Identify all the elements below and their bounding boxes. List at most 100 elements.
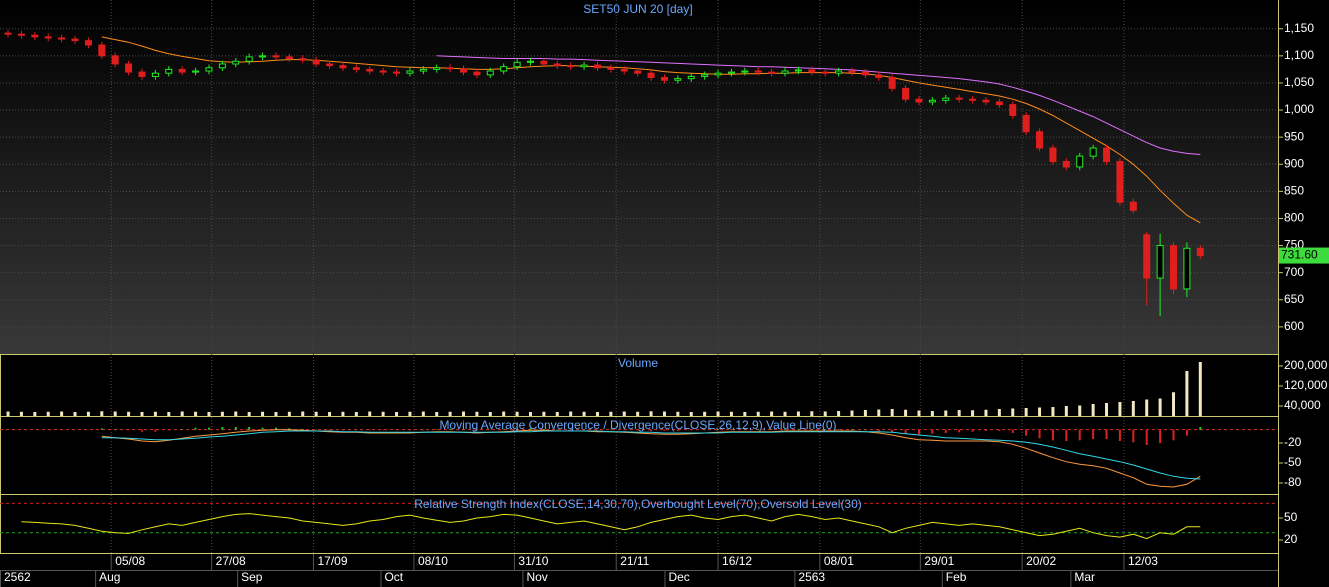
histogram-bar [154, 429, 157, 432]
volume-bar [100, 411, 104, 416]
candle-body [982, 99, 990, 103]
volume-bar [1105, 403, 1109, 416]
volume-bar [73, 412, 77, 416]
candle-body [433, 67, 441, 70]
volume-bar [46, 411, 50, 416]
histogram-bar [221, 427, 224, 430]
candle-body [1103, 147, 1111, 163]
candle-body [714, 72, 722, 76]
histogram-bar [1132, 429, 1135, 443]
panel-title: Moving Average Convergence / Divergence(… [439, 418, 836, 432]
histogram-bar [596, 429, 599, 431]
volume-bar [877, 409, 881, 416]
y-tick-label: 200,000 [1284, 358, 1328, 372]
volume-bar [127, 411, 131, 416]
histogram-bar [114, 429, 117, 431]
candle-body [111, 55, 119, 65]
x-tick-label: 29/01 [924, 554, 954, 568]
histogram-bar [757, 429, 760, 430]
volume-bar [904, 409, 908, 416]
period-label: Sep [241, 570, 263, 584]
candle-body [593, 64, 601, 69]
x-tick-label: 17/09 [317, 554, 347, 568]
candle-body [98, 44, 106, 57]
y-tick-label: 1,100 [1284, 48, 1314, 62]
period-label: Nov [526, 570, 547, 584]
y-tick-label: 850 [1284, 184, 1304, 198]
volume-bar [890, 409, 894, 416]
volume-bar [515, 411, 519, 416]
candle-body [727, 71, 735, 74]
candle-body [272, 55, 280, 58]
histogram-bar [958, 429, 961, 433]
candle-body [995, 101, 1003, 106]
candle-body [928, 99, 936, 103]
volume-bar [234, 411, 238, 416]
candle-body [460, 68, 468, 73]
volume-bar [609, 411, 613, 416]
candle-body [915, 98, 923, 103]
volume-bar [1198, 362, 1202, 416]
volume-bar [1024, 408, 1028, 416]
volume-bar [247, 412, 251, 416]
histogram-bar [1092, 429, 1095, 439]
volume-bar [1038, 407, 1042, 416]
histogram-bar [1185, 429, 1188, 436]
candle-body [379, 70, 387, 73]
histogram-bar [368, 429, 371, 431]
histogram-bar [569, 429, 572, 431]
volume-bar [850, 410, 854, 416]
histogram-bar [315, 429, 318, 431]
candle-body [232, 60, 240, 65]
histogram-bar [636, 429, 639, 431]
histogram-bar [583, 429, 586, 431]
volume-bar [944, 410, 948, 416]
candle-body [607, 67, 615, 70]
volume-bar [488, 412, 492, 416]
y-tick-label: 20 [1284, 532, 1298, 546]
histogram-bar [462, 429, 465, 431]
panel-title: SET50 JUN 20 [day] [583, 2, 692, 16]
volume-bar [180, 411, 184, 416]
y-tick-label: -50 [1284, 455, 1302, 469]
histogram-bar [904, 429, 907, 434]
macd-line [101, 429, 1201, 488]
panel-borders [0, 0, 1279, 587]
candle-body [1183, 247, 1191, 290]
candle-body [1049, 147, 1057, 163]
histogram-bar [261, 427, 264, 430]
histogram-bar [502, 429, 505, 430]
candle-body [1196, 247, 1204, 257]
volume-bar [421, 411, 425, 416]
histogram-bar [917, 429, 920, 435]
x-tick-label: 31/10 [518, 554, 548, 568]
volume-bar [569, 411, 573, 416]
rsi-line [21, 513, 1201, 540]
volume-bar [636, 411, 640, 416]
histogram-bar [717, 429, 720, 430]
histogram-bar [234, 427, 237, 430]
candle-body [4, 32, 12, 35]
moving-average [436, 55, 1201, 155]
volume-bar [220, 411, 224, 416]
histogram-bar [663, 429, 666, 431]
candle-body [888, 77, 896, 89]
candle-body [969, 98, 977, 101]
volume-bar [542, 411, 546, 416]
candle-body [339, 65, 347, 69]
histogram-bar [422, 429, 425, 431]
histogram-bar [207, 427, 210, 430]
period-label: Feb [946, 570, 967, 584]
histogram-bar [100, 428, 103, 430]
histogram-bar [449, 429, 452, 430]
volume-bar [301, 411, 305, 416]
histogram-bar [1172, 429, 1175, 441]
volume-bar [6, 411, 10, 416]
volume-bar [810, 411, 814, 416]
histogram-bar [676, 429, 679, 431]
volume-bar [153, 411, 157, 416]
candle-body [486, 70, 494, 76]
histogram-bar [784, 429, 787, 430]
x-tick-label: 16/12 [722, 554, 752, 568]
candle-body [821, 71, 829, 74]
